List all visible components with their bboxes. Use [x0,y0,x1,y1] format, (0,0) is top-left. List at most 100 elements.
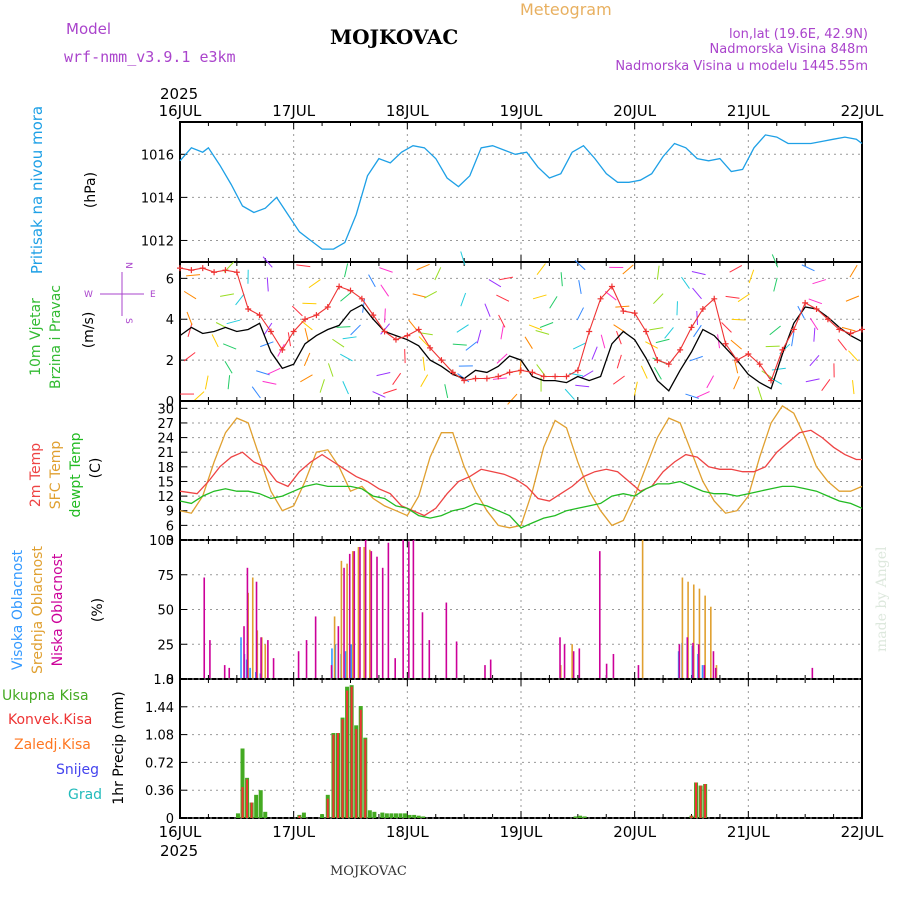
wind-arrow [852,380,855,395]
precip-unit: 1hr Precip (mm) [111,691,127,804]
panel-frame [179,678,863,819]
y-tick-label: 6 [166,519,174,534]
day-label-bottom: 21JUL [727,823,770,841]
wind-arrow [342,381,349,395]
wind-arrow [748,269,755,284]
gust-marker [813,306,820,313]
precip-conv-bar [246,779,249,818]
wind-arrow [380,284,390,297]
wind-arrow [696,391,710,398]
wind-arrow [222,343,237,350]
wind-arrow [186,274,201,277]
y-tick-label: 0 [166,395,174,410]
wind-arrow [496,353,508,364]
wind-arrow [725,295,740,299]
compass-n: N [123,262,133,269]
wind-arrow [809,317,819,331]
precip-total-bar [403,813,408,818]
sfc-title: SFC Temp [48,441,64,510]
wind-arrow [296,264,311,268]
wind-arrow [808,298,823,305]
wind-arrow [729,264,743,273]
compass-w: W [84,290,93,300]
precip-total-bar [393,813,398,818]
gust-marker [631,310,638,317]
wind-arrow [211,334,219,348]
y-tick-label: 1012 [141,234,174,249]
precip-conv-bar [250,802,253,818]
gust-marker [574,367,581,374]
day-label-bottom: 22JUL [841,823,884,841]
wind-arrow [235,293,245,306]
gust-marker [722,340,729,347]
wind-arrow [500,325,504,340]
gust-marker [233,269,240,276]
wind-arrow [498,314,506,328]
panel-frame [179,121,863,263]
gust-marker [745,350,752,357]
wind-arrow [616,354,622,369]
wind-arrow [291,305,303,317]
precip-total-bar [254,794,259,818]
model-name: wrf-nmm_v3.9.1 e3km [64,48,236,66]
wind-arrow [812,279,827,285]
y-tick-label: 9 [166,505,174,520]
footer-station: MOJKOVAC [330,864,407,879]
y-tick-label: 1.8 [153,673,174,688]
wind-arrow [689,355,703,362]
y-tick-label: 0.72 [145,756,174,771]
y-tick-label: 1.08 [145,729,174,744]
gust-marker [506,369,513,376]
wind-arrow [837,338,847,351]
precip-total-bar [573,816,578,818]
gust-marker [608,283,615,290]
gust-marker [336,283,343,290]
precip-total-bar [578,815,583,818]
gust-marker [188,267,195,274]
gust-marker [324,303,331,310]
y-tick-label: 1016 [141,148,174,163]
gust-marker [756,361,763,368]
wind-arrow [226,319,241,325]
y-tick-label: 18 [157,461,174,476]
precip-conv-bar [350,686,353,818]
pressure-line [179,134,863,250]
y-tick-label: 1014 [141,191,174,206]
gust-marker [677,346,684,353]
panel-2: 0 2 4 6 [166,251,865,410]
wind-arrow [717,334,721,349]
wind-arrow [655,338,670,344]
precip-total-bar [582,816,587,818]
wind-arrow [301,320,313,331]
day-label-top: 22JUL [841,102,884,120]
precip-total-bar [258,790,263,818]
gust-marker [597,295,604,302]
precip-conv-bar [298,815,301,818]
wind-arrow [633,381,638,396]
day-label-top: 20JUL [613,102,656,120]
y-tick-label: 30 [157,402,174,417]
gust-marker [267,328,274,335]
gust-marker [552,373,559,380]
gust-marker [347,287,354,294]
gust-marker [540,373,547,380]
wind-arrow [336,326,351,328]
wind-arrow [535,330,550,335]
wind-arrow [484,303,491,317]
y-tick-label: 4 [166,313,174,328]
wind-arrow [580,370,594,379]
y-tick-label: 75 [157,569,174,584]
wind-arrow [460,251,466,266]
wind-direction-compass-icon: W E N S [84,262,156,324]
wind-arrow [733,376,740,390]
cloud-unit: (%) [90,598,106,622]
precip-conv-bar [341,719,344,818]
wind-arrow [604,291,617,301]
wind-arrow [809,354,820,367]
day-label-bottom: 18JUL [386,823,429,841]
wind-arrow [801,264,815,272]
y-tick-label: 6 [166,272,174,287]
wind-arrow [564,388,575,400]
wind-arrow [681,276,690,289]
